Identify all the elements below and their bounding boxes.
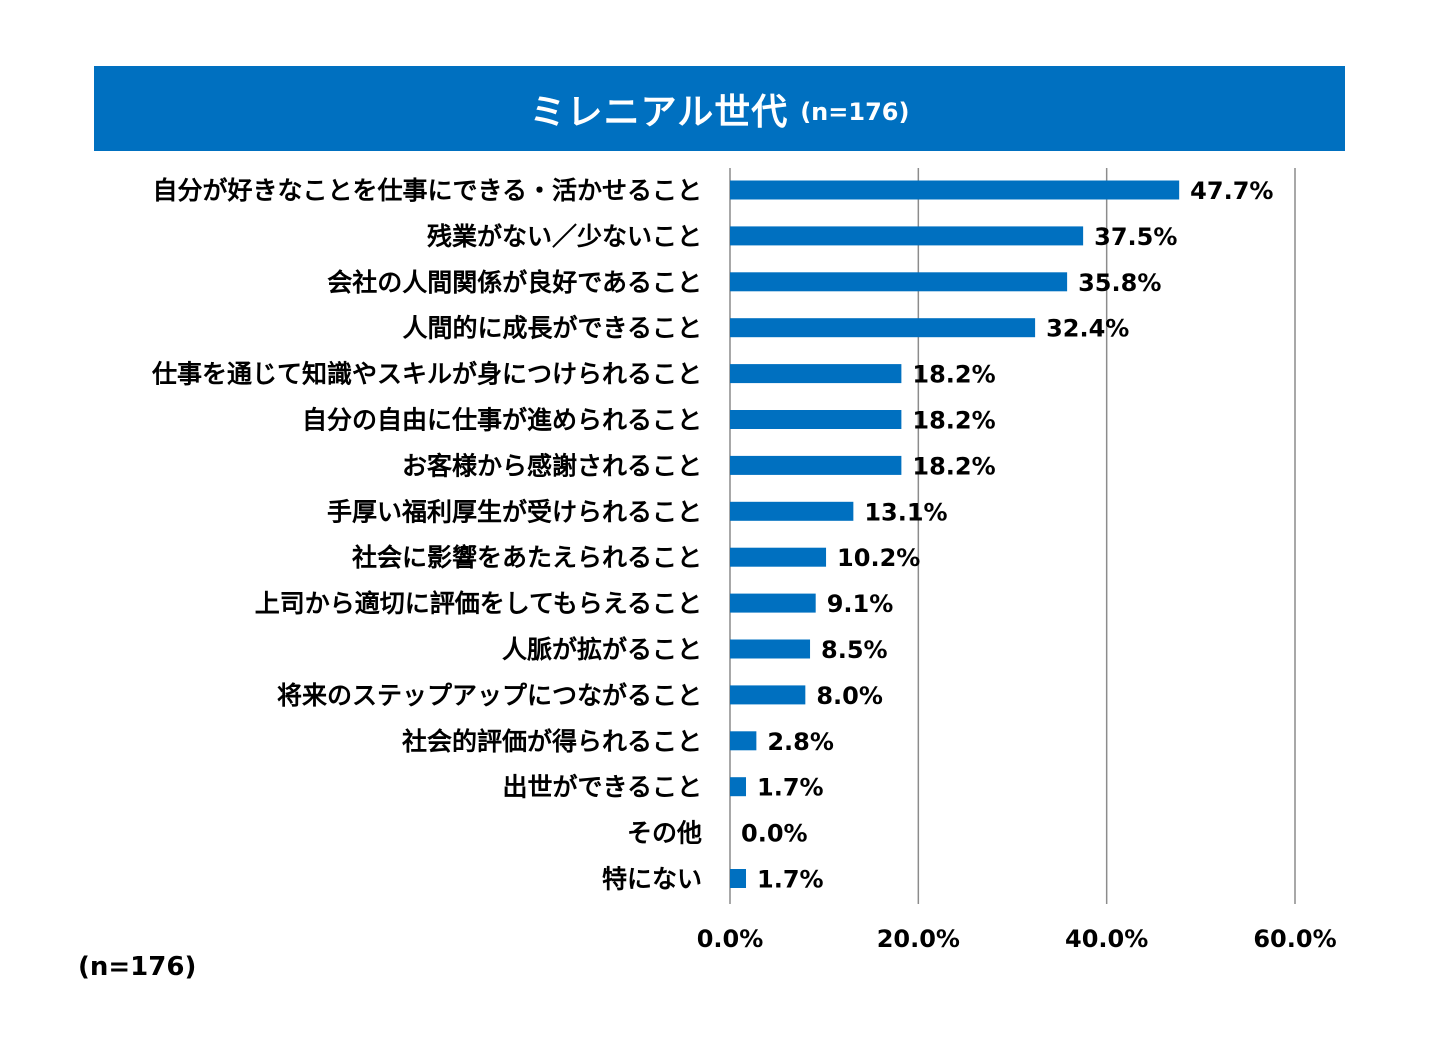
chart-title: ミレニアル世代	[529, 91, 789, 133]
data-label: 37.5%	[1094, 223, 1177, 251]
category-label: 残業がない／少ないこと	[427, 222, 702, 251]
data-label: 2.8%	[767, 728, 834, 756]
bar	[730, 639, 811, 659]
bar	[730, 593, 816, 613]
data-label: 18.2%	[912, 361, 995, 389]
bar	[730, 318, 1036, 338]
category-label: 人脈が拡がること	[502, 635, 702, 664]
data-label: 18.2%	[912, 407, 995, 435]
data-label: 47.7%	[1190, 177, 1273, 205]
data-label: 8.0%	[816, 682, 883, 710]
bar	[730, 410, 902, 429]
x-tick-label: 40.0%	[1065, 925, 1148, 953]
category-label: 仕事を通じて知識やスキルが身につけられること	[151, 360, 702, 389]
data-label: 8.5%	[821, 636, 888, 664]
data-label: 13.1%	[864, 498, 947, 526]
category-label: 上司から適切に評価をしてもらえること	[255, 589, 702, 618]
bar	[730, 869, 747, 888]
x-tick-label: 60.0%	[1253, 925, 1336, 953]
x-tick-label: 20.0%	[877, 925, 960, 953]
data-label: 0.0%	[741, 820, 808, 848]
bar	[730, 455, 902, 475]
data-label: 35.8%	[1078, 269, 1161, 297]
category-label: 自分が好きなことを仕事にできる・活かせること	[152, 176, 702, 205]
category-label: その他	[627, 819, 702, 848]
category-label: お客様から感謝されること	[402, 451, 702, 480]
category-label: 自分の自由に仕事が進められること	[302, 406, 702, 435]
bar	[730, 777, 747, 797]
data-label: 10.2%	[837, 544, 920, 572]
bar	[730, 364, 902, 384]
bar	[730, 226, 1084, 246]
category-label: 会社の人間関係が良好であること	[327, 268, 702, 297]
category-label: 社会に影響をあたえられること	[352, 543, 702, 572]
data-label: 1.7%	[757, 866, 824, 894]
category-label: 人間的に成長ができること	[402, 314, 702, 343]
chart-title-sample-size: (n=176)	[800, 97, 910, 126]
data-label: 9.1%	[827, 590, 894, 618]
bar	[730, 501, 854, 521]
category-label: 特にない	[602, 865, 702, 894]
category-label: 出世ができること	[502, 773, 702, 802]
bar	[730, 731, 757, 751]
category-label: 手厚い福利厚生が受けられること	[327, 497, 702, 526]
x-tick-label: 0.0%	[697, 925, 764, 953]
bar	[730, 180, 1180, 200]
bar	[730, 685, 806, 705]
data-label: 32.4%	[1046, 315, 1129, 343]
bar	[730, 272, 1068, 292]
bar	[730, 547, 827, 567]
category-label: 将来のステップアップにつながること	[277, 681, 702, 710]
category-label: 社会的評価が得られること	[402, 727, 702, 756]
data-label: 18.2%	[912, 452, 995, 480]
data-label: 1.7%	[757, 774, 824, 802]
sample-size-footnote: (n=176)	[78, 952, 197, 982]
chart-title-banner: ミレニアル世代 (n=176)	[94, 66, 1345, 151]
